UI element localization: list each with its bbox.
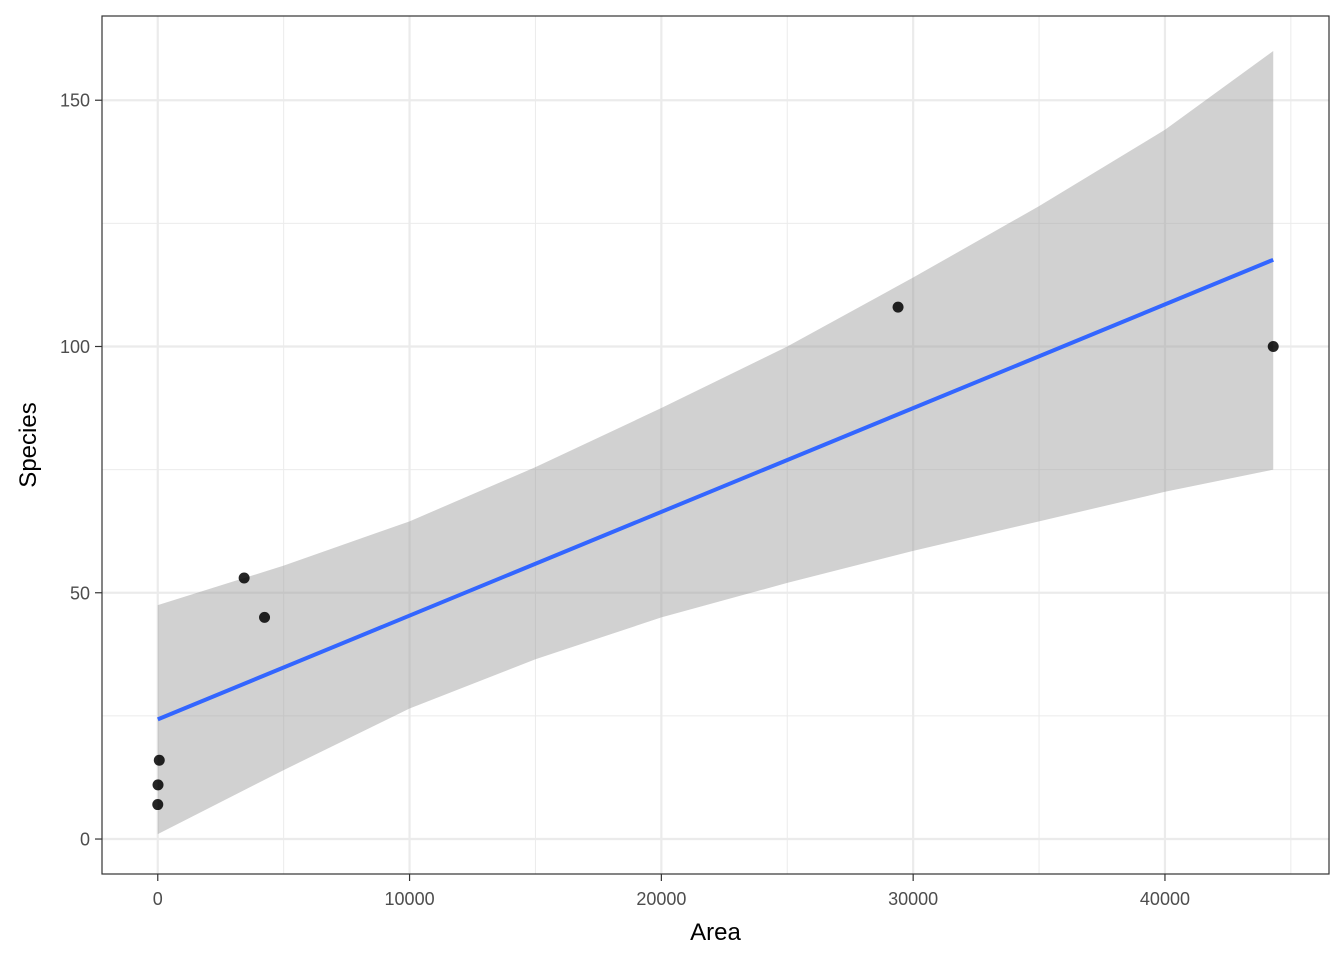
- confidence-band: [157, 50, 1274, 835]
- data-point: [238, 572, 250, 584]
- y-tick-label: 150: [60, 91, 90, 111]
- x-tick-label: 40000: [1140, 889, 1190, 909]
- major-gridlines: [102, 16, 1329, 874]
- regression-line: [157, 257, 1274, 722]
- data-point: [152, 799, 164, 811]
- data-points: [152, 301, 1279, 811]
- confidence-band-layer: [157, 50, 1274, 835]
- x-tick-label: 30000: [888, 889, 938, 909]
- minor-gridlines: [102, 16, 1329, 874]
- data-point: [259, 611, 271, 623]
- y-axis-title: Species: [15, 402, 42, 487]
- data-point: [892, 301, 904, 313]
- y-tick-label: 50: [70, 583, 90, 603]
- x-tick-label: 0: [153, 889, 163, 909]
- y-tick-label: 100: [60, 337, 90, 357]
- x-axis-title: Area: [690, 919, 741, 946]
- x-tick-label: 10000: [385, 889, 435, 909]
- data-point: [152, 779, 164, 791]
- y-axis-ticks: 0 50 100 150: [60, 91, 102, 850]
- y-tick-label: 0: [80, 830, 90, 850]
- data-point: [1267, 340, 1279, 352]
- panel-border: [101, 15, 1330, 875]
- data-point: [153, 754, 165, 766]
- x-tick-label: 20000: [636, 889, 686, 909]
- fit-line-layer: [157, 257, 1274, 722]
- x-axis-ticks: 0 10000 20000 30000 40000: [153, 874, 1190, 909]
